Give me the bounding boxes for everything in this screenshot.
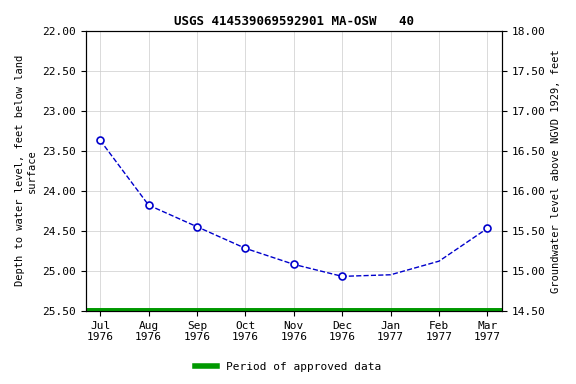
Y-axis label: Depth to water level, feet below land
surface: Depth to water level, feet below land su…: [15, 55, 37, 286]
Title: USGS 414539069592901 MA-OSW   40: USGS 414539069592901 MA-OSW 40: [174, 15, 414, 28]
Legend: Period of approved data: Period of approved data: [191, 358, 385, 377]
Y-axis label: Groundwater level above NGVD 1929, feet: Groundwater level above NGVD 1929, feet: [551, 49, 561, 293]
